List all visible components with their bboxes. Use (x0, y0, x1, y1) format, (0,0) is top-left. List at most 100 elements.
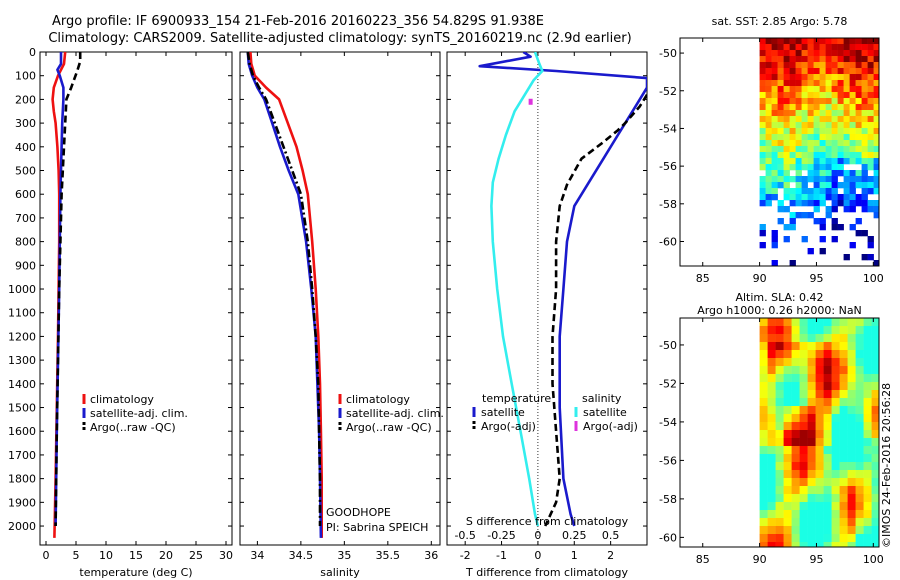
sst_map-cell (777, 218, 784, 225)
sst_map-cell (765, 98, 772, 105)
sla_map-cell (831, 438, 840, 447)
difference-xlabel: T difference from climatology (465, 566, 628, 579)
sst_map-cell (825, 194, 832, 201)
salinity-xtick-label: 34 (250, 549, 264, 562)
sst_map-cell (819, 38, 826, 45)
sla_map-cell (767, 326, 776, 335)
sla_map-cell (823, 342, 832, 351)
sst_map-cell (855, 128, 862, 135)
sst_map-cell (825, 50, 832, 57)
sla_map-cell (799, 526, 808, 535)
sst_map-cell (837, 110, 844, 117)
sla_map-cell (775, 398, 784, 407)
sst_map-cell (819, 182, 826, 189)
sst_map-cell (789, 116, 796, 123)
sst_map-cell (873, 122, 879, 129)
sla_map-cell (831, 494, 840, 503)
sla_map-cell (799, 350, 808, 359)
sst_map-cell (843, 122, 850, 129)
sla_map-cell (823, 462, 832, 471)
sst_map-cell (831, 194, 838, 201)
sst_map-cell (861, 134, 868, 141)
sla_map-cell (783, 374, 792, 383)
sla_map-cell (847, 342, 856, 351)
sst_map-cell (795, 38, 802, 45)
sla_map-cell (759, 534, 768, 543)
sst_map-cell (759, 98, 766, 105)
sst_map-cell (819, 104, 826, 111)
sst_map-cell (855, 68, 862, 75)
sst_map-cell (795, 116, 802, 123)
sla_map-cell (807, 502, 816, 511)
sst_map-cell (861, 152, 868, 159)
sla_map-cell (847, 526, 856, 535)
sla_map-cell (831, 430, 840, 439)
sst_map-cell (765, 128, 772, 135)
sst_map-cell (819, 176, 826, 183)
sst_map-cell (819, 164, 826, 171)
sst_map-cell (855, 62, 862, 69)
sla_map-cell (847, 502, 856, 511)
sst_map-cell (837, 98, 844, 105)
sla_map-cell (807, 366, 816, 375)
sst_map-cell (825, 122, 832, 129)
sla_map-cell (847, 382, 856, 391)
sst_map-cell (873, 98, 879, 105)
sla_map-cell (823, 358, 832, 367)
sla_map-cell (863, 502, 872, 511)
temperature-legend-label: satellite-adj. clim. (90, 407, 188, 420)
sla_map-cell (823, 366, 832, 375)
temperature-ytick-label: 500 (15, 165, 36, 178)
sla_map-cell (807, 542, 816, 547)
sla_map-cell (791, 494, 800, 503)
sst_map-cell (801, 236, 808, 243)
sst_map-cell (867, 254, 874, 261)
sst_map-cell (789, 194, 796, 201)
sst_map-cell (849, 170, 856, 177)
sst_map-cell (813, 182, 820, 189)
sst_map-cell (855, 218, 862, 225)
sla_map-cell (791, 318, 800, 327)
sla_map-cell (863, 406, 872, 415)
sla_map-cell (847, 350, 856, 359)
sst_map-cell (843, 146, 850, 153)
sst_map-cell (825, 68, 832, 75)
sst_map-cell (771, 182, 778, 189)
sst_map-cell (831, 224, 838, 231)
sst_map-cell (783, 104, 790, 111)
sla_map-cell (799, 374, 808, 383)
sla_map-cell (823, 510, 832, 519)
temperature-xtick-label: 25 (189, 549, 203, 562)
sst_map-cell (771, 170, 778, 177)
sla_map-cell (847, 358, 856, 367)
sla_map-cell (783, 446, 792, 455)
sst_map-cell (813, 80, 820, 87)
sla_map-cell (767, 398, 776, 407)
sst-map-title: sat. SST: 2.85 Argo: 5.78 (712, 15, 848, 28)
sst_map-cell (837, 152, 844, 159)
salinity-annotation-pi: PI: Sabrina SPEICH (326, 521, 428, 534)
sst_map-cell (837, 224, 844, 231)
temperature-xtick-label: 10 (99, 549, 113, 562)
sla_map-cell (759, 502, 768, 511)
sst_map-cell (795, 110, 802, 117)
sst_map-cell (807, 80, 814, 87)
sla_map-cell (863, 350, 872, 359)
sst_map-cell (831, 122, 838, 129)
sla_map-cell (871, 374, 879, 383)
sla_map-cell (871, 486, 879, 495)
sla_map-cell (815, 334, 824, 343)
sst_map-cell (855, 134, 862, 141)
sst_map-cell (819, 68, 826, 75)
sla_map-cell (831, 398, 840, 407)
salinity-xtick-label: 34.5 (289, 549, 314, 562)
sla_map-cell (815, 358, 824, 367)
sla_map-cell (831, 318, 840, 327)
sst_map-cell (867, 188, 874, 195)
sst_map-cell (831, 188, 838, 195)
sst_map-cell (801, 74, 808, 81)
sst_map-cell (783, 194, 790, 201)
sla_map-cell (871, 494, 879, 503)
sst_map-cell (765, 56, 772, 63)
sst_map-cell (777, 176, 784, 183)
